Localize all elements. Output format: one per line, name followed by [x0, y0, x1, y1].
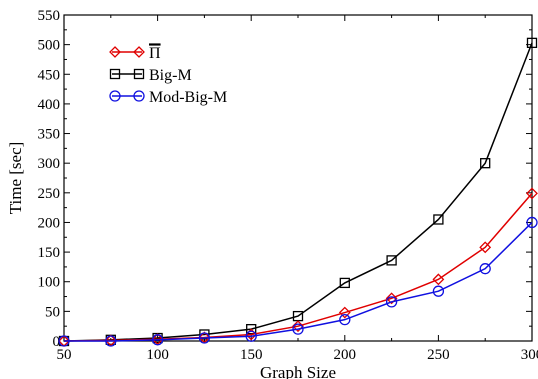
- data-point: [432, 285, 445, 297]
- y-tick-label: 200: [38, 215, 61, 231]
- data-point: [339, 314, 351, 326]
- data-point: [386, 255, 397, 266]
- legend-marker: [109, 90, 121, 102]
- x-tick-label: 50: [57, 347, 72, 363]
- series-line: [63, 42, 533, 342]
- legend-item: Π: [109, 43, 161, 62]
- y-tick-label: 50: [45, 304, 60, 320]
- x-tick-label: 250: [427, 347, 450, 363]
- series-line: [64, 221, 533, 342]
- data-point: [338, 306, 351, 319]
- y-tick-label: 150: [38, 245, 61, 261]
- data-point: [292, 323, 304, 335]
- y-tick-label: 0: [53, 334, 61, 350]
- y-tick-label: 250: [38, 186, 61, 202]
- legend-label: Big-M: [149, 67, 192, 84]
- legend-marker: [133, 90, 145, 102]
- series-layer: [58, 37, 538, 347]
- x-tick-label: 200: [334, 347, 357, 363]
- y-tick-label: 500: [38, 38, 61, 54]
- series-big-m: [58, 37, 538, 347]
- y-tick-label: 400: [38, 97, 61, 113]
- plot-frame: [63, 14, 533, 342]
- legend-item: Mod-Big-M: [109, 89, 227, 106]
- y-tick-label: 450: [38, 67, 61, 83]
- y-axis: 0 50 100 150 200 250 300 350 400 450 500 550: [38, 8, 532, 350]
- data-point: [432, 273, 445, 286]
- data-point: [433, 214, 444, 225]
- x-axis: 50 100 150 200 250 300: [57, 15, 538, 363]
- data-point: [199, 329, 210, 340]
- data-point: [198, 332, 211, 344]
- x-tick-label: 100: [146, 347, 169, 363]
- data-point: [245, 330, 257, 342]
- data-point: [480, 158, 491, 169]
- y-axis-label: Time [sec]: [6, 142, 25, 215]
- data-point: [479, 241, 492, 254]
- series-mod-big-m: [58, 216, 538, 347]
- legend-marker: [109, 46, 121, 58]
- y-tick-label: 550: [38, 8, 61, 24]
- data-point: [526, 216, 538, 229]
- data-point: [292, 320, 304, 333]
- x-tick-label: 150: [240, 347, 263, 363]
- x-axis-label: Graph Size: [260, 363, 336, 379]
- data-point: [339, 277, 350, 289]
- data-point: [526, 37, 538, 49]
- legend-label: Π: [149, 45, 161, 62]
- legend-marker: [109, 68, 121, 80]
- data-point: [58, 335, 70, 347]
- legend-marker: [133, 68, 145, 80]
- data-point: [479, 263, 491, 275]
- series-pi: [58, 187, 538, 347]
- data-point: [105, 335, 117, 347]
- legend: Π Big-M Mod-Big-M: [109, 43, 227, 106]
- legend-item: Big-M: [109, 67, 192, 84]
- data-point: [246, 323, 257, 335]
- series-line: [63, 192, 533, 342]
- data-point: [385, 296, 398, 308]
- data-point: [526, 187, 538, 200]
- legend-label: Mod-Big-M: [149, 89, 227, 106]
- y-tick-label: 100: [38, 275, 61, 291]
- y-tick-label: 350: [38, 127, 61, 143]
- legend-marker: [133, 46, 145, 58]
- data-point: [385, 292, 398, 305]
- x-tick-label: 300: [521, 347, 538, 363]
- data-point: [151, 334, 164, 346]
- y-tick-label: 300: [38, 156, 61, 172]
